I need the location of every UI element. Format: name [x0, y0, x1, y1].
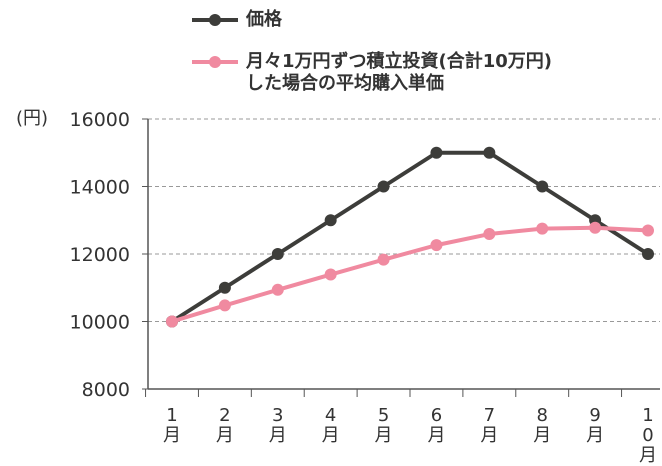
x-tick-label: 4月 — [321, 405, 340, 446]
point — [324, 214, 337, 227]
point — [536, 222, 549, 235]
x-tick-label: 1月 — [163, 405, 181, 446]
point — [642, 248, 654, 260]
point — [218, 299, 231, 312]
y-tick-label: 10000 — [70, 312, 130, 334]
x-tick-label: 6月 — [427, 405, 446, 446]
point — [430, 239, 443, 252]
y-tick-label: 16000 — [70, 109, 130, 131]
x-tick-label: 10月 — [639, 405, 657, 466]
point — [377, 253, 390, 266]
point — [589, 221, 602, 234]
legend-label: 月々1万円ずつ積立投資(合計10万円) した場合の平均購入単価 — [246, 51, 553, 94]
point — [483, 228, 496, 241]
point — [271, 283, 284, 296]
x-tick-label: 7月 — [480, 405, 499, 446]
legend-label: 価格 — [246, 9, 282, 30]
x-tick-label: 9月 — [586, 405, 605, 446]
x-tick-label: 8月 — [533, 405, 552, 446]
series-line — [170, 150, 650, 324]
point — [271, 248, 284, 260]
x-tick-label: 5月 — [374, 405, 393, 446]
y-tick-label: 12000 — [70, 244, 130, 266]
point — [430, 146, 443, 159]
point — [377, 180, 390, 193]
point — [218, 281, 231, 294]
x-tick-label: 2月 — [215, 405, 234, 446]
x-tick-label: 3月 — [268, 405, 287, 446]
point — [324, 268, 337, 281]
chart: 8000 10000 12000 14000 16000 (円) 1月 2月 3月 4月 5月 6… — [16, 9, 660, 466]
series-line — [171, 225, 649, 324]
plot: 8000 10000 12000 14000 16000 — [70, 14, 660, 401]
y-tick-label: 14000 — [70, 177, 130, 199]
legend-marker — [209, 56, 221, 68]
point — [166, 315, 178, 328]
point — [483, 146, 496, 159]
point — [536, 180, 549, 193]
legend-marker — [209, 14, 221, 26]
y-tick-label: 8000 — [82, 379, 130, 401]
point — [642, 224, 654, 237]
y-axis-label: (円) — [16, 108, 49, 129]
